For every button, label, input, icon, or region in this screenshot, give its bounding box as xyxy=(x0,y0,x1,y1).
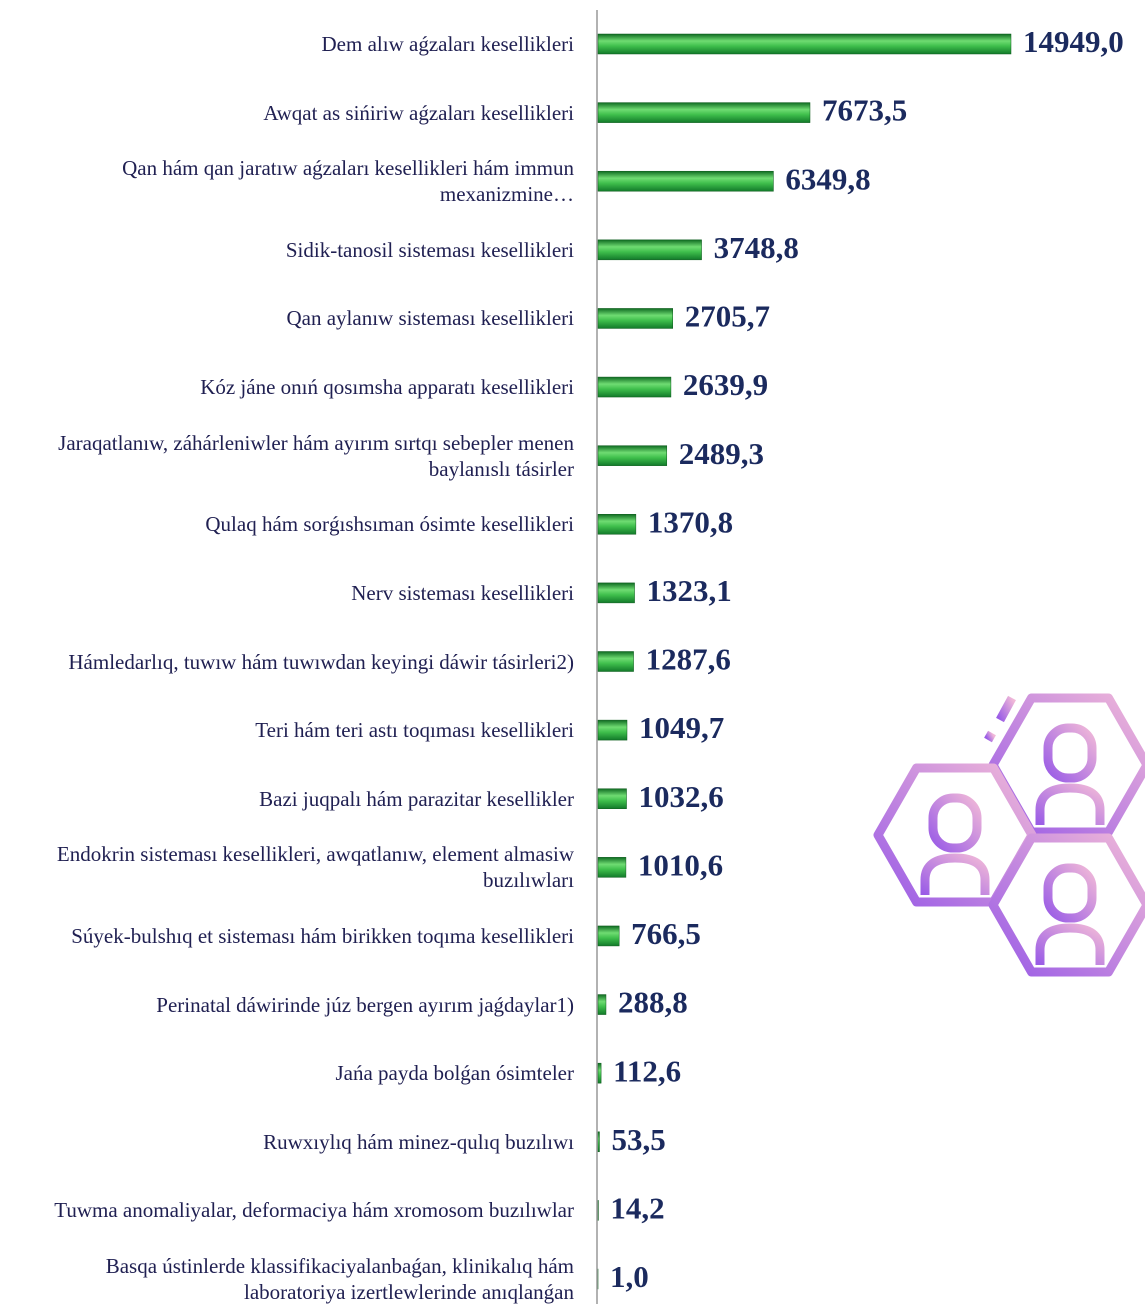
category-label: Teri hám teri astı toqıması keselliklеri xyxy=(255,718,574,743)
value-label: 1,0 xyxy=(610,1259,649,1294)
category-label: Basqa ústinlerde klassifikaciyalanbaǵan,… xyxy=(105,1254,574,1304)
bar xyxy=(597,1062,602,1084)
category-label: Jańa payda bolǵan ósimteler xyxy=(335,1061,574,1086)
bar xyxy=(597,857,627,878)
bar xyxy=(597,994,607,1015)
value-label: 1032,6 xyxy=(639,779,724,814)
value-label: 288,8 xyxy=(618,985,688,1020)
bar xyxy=(597,445,668,466)
category-label: Bazi juqpalı hám parazitar kesellikler xyxy=(259,786,574,811)
value-label: 7673,5 xyxy=(822,93,907,128)
category-label: Dem alıw aǵzaları kesellikleri xyxy=(321,32,574,56)
category-label: Hámledarlıq, tuwıw hám tuwıwdan keyingi … xyxy=(68,649,574,674)
value-label: 14949,0 xyxy=(1023,24,1124,59)
value-label: 766,5 xyxy=(631,916,701,951)
value-label: 14,2 xyxy=(610,1190,664,1225)
category-label: Kóz jáne onıń qosımsha apparatı kesellik… xyxy=(200,375,574,400)
value-label: 1049,7 xyxy=(639,710,724,745)
bar xyxy=(597,1131,600,1153)
value-label: 2639,9 xyxy=(683,367,768,402)
bar xyxy=(597,102,811,123)
bar xyxy=(597,376,672,398)
category-label: Ruwxıylıq hám minez-qulıq buzılıwı xyxy=(263,1129,574,1154)
value-label: 1010,6 xyxy=(638,847,723,882)
bar xyxy=(597,33,1012,55)
value-label: 53,5 xyxy=(611,1122,665,1157)
category-label: Sidik-tanosil sisteması keselliklеri xyxy=(285,237,574,262)
bar xyxy=(597,788,627,809)
bar xyxy=(597,582,635,604)
bar xyxy=(597,239,702,261)
category-label: Endokrin sisteması keselliklеri, awqatla… xyxy=(56,842,574,893)
value-label: 1287,6 xyxy=(646,642,731,677)
value-label: 112,6 xyxy=(613,1053,681,1088)
category-label: Jaraqatlanıw, záhárleniwler hám ayırım s… xyxy=(58,430,574,481)
value-label: 1323,1 xyxy=(647,573,732,608)
value-label: 6349,8 xyxy=(785,161,870,196)
category-label: Awqat as sińiriw aǵzaları kesellikleri xyxy=(263,100,574,125)
category-label: Nerv sisteması keselliklеri xyxy=(351,580,574,605)
people-icon xyxy=(873,693,1145,977)
category-label: Súyek-bulshıq et sisteması hám birikken … xyxy=(71,923,574,948)
bar xyxy=(597,308,674,329)
bar xyxy=(597,925,620,947)
value-label: 1370,8 xyxy=(648,504,733,539)
value-label: 2489,3 xyxy=(679,436,764,471)
value-label: 3748,8 xyxy=(714,230,799,265)
bar xyxy=(597,719,628,741)
bar xyxy=(597,170,774,192)
category-label: Perinatal dáwirinde júz bergen ayırım ja… xyxy=(156,992,574,1017)
category-label: Tuwma anomaliyalar, deformaciya hám xrom… xyxy=(54,1198,574,1223)
category-label: Qan aylanıw sisteması keselliklеri xyxy=(286,306,574,331)
category-label: Qulaq hám sorǵıshsıman ósimte keselliklе… xyxy=(205,512,574,537)
bar xyxy=(597,651,634,672)
value-label: 2705,7 xyxy=(685,299,770,334)
category-label: Qan hám qan jaratıw aǵzaları keselliklеr… xyxy=(122,156,574,207)
bar xyxy=(597,514,637,535)
